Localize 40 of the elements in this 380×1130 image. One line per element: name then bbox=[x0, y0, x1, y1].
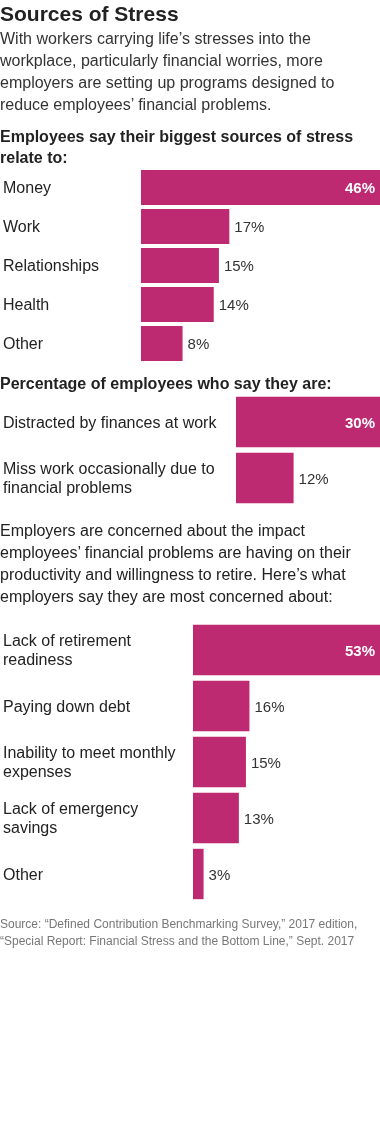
data-label: 8% bbox=[187, 335, 210, 352]
source-note: Source: “Defined Contribution Benchmarking Survey,” 2017 edition, “Special Report: Financial Stress and the Bottom Line,” Sept. 2017 bbox=[0, 916, 359, 950]
data-label: 14% bbox=[218, 296, 249, 313]
y-tick-label: Work bbox=[3, 218, 42, 235]
y-tick-label: Paying down debt bbox=[3, 697, 131, 715]
data-label: 15% bbox=[250, 753, 281, 771]
y-tick-label: Money bbox=[3, 179, 52, 196]
chart-title: Percentage of employees who say they are: bbox=[0, 374, 333, 394]
data-label: 17% bbox=[234, 218, 265, 235]
data-label: 30% bbox=[344, 413, 375, 431]
y-tick-label: Miss work occasionally due to financial problems bbox=[3, 460, 220, 496]
y-tick-label: Lack of emergency savings bbox=[3, 800, 143, 836]
y-tick-label: Health bbox=[3, 296, 50, 313]
text: With workers carrying life’s stresses into the workplace, particularly financial worries, more employers are setting up programs designed to reduce employees’ financial problems. bbox=[0, 29, 336, 115]
bar bbox=[141, 325, 183, 362]
text: Sources of Stress bbox=[0, 2, 180, 26]
data-label: 3% bbox=[208, 865, 231, 883]
data-label: 13% bbox=[243, 809, 274, 827]
data-label: 16% bbox=[254, 697, 285, 715]
bar bbox=[193, 792, 239, 844]
y-tick-label: Relationships bbox=[3, 257, 100, 274]
bar bbox=[193, 624, 380, 676]
y-tick-label: Lack of retirement readiness bbox=[3, 632, 136, 668]
bar bbox=[141, 169, 380, 206]
bar bbox=[141, 286, 214, 323]
y-tick-label: Inability to meet monthly expenses bbox=[3, 744, 180, 780]
bar bbox=[193, 680, 250, 732]
data-label: 15% bbox=[223, 257, 254, 274]
bar bbox=[193, 848, 204, 900]
data-label: 46% bbox=[344, 179, 375, 196]
bar bbox=[141, 208, 230, 245]
data-label: 53% bbox=[344, 641, 375, 659]
chart-title: Employees say their biggest sources of stress relate to: bbox=[0, 127, 355, 168]
chart-title: Employers are concerned about the impact employees’ financial problems are having on their productivity and willingness to retire. Here’s what employers say they are most concerned about: bbox=[0, 521, 352, 607]
bar bbox=[141, 247, 219, 284]
y-tick-label: Distracted by finances at work bbox=[3, 413, 218, 431]
y-tick-label: Other bbox=[3, 335, 44, 352]
data-label: 12% bbox=[298, 469, 329, 487]
y-tick-label: Other bbox=[3, 865, 44, 883]
bar bbox=[193, 736, 246, 788]
